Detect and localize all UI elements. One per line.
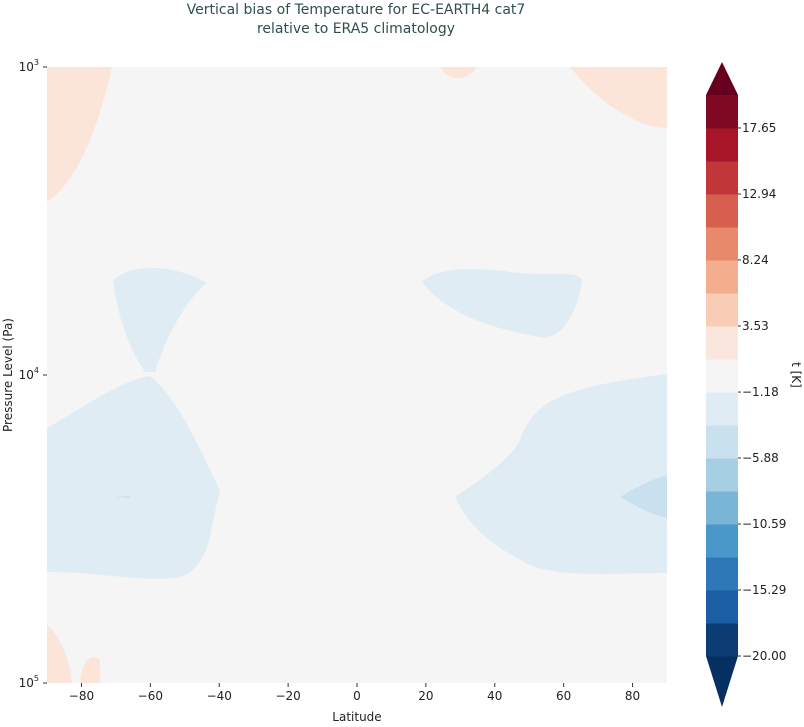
colorbar-tick-label: −10.59 <box>742 517 786 531</box>
contour-cooler-right-patch <box>620 475 667 518</box>
colorbar-tick-label: −20.00 <box>742 649 786 663</box>
colorbar-tick-label: −1.18 <box>742 385 779 399</box>
x-tick-label: −20 <box>275 689 300 703</box>
contour-warm-bottom-left <box>47 625 72 683</box>
x-tick-label: −60 <box>138 689 163 703</box>
y-tick-label: 105 <box>19 674 39 690</box>
colorbar-bin <box>706 260 738 294</box>
chart-title-line1: Vertical bias of Temperature for EC-EART… <box>187 2 526 18</box>
colorbar-bin <box>706 359 738 393</box>
x-axis: −80 −60 −40 −20 0 20 40 60 80 <box>69 683 640 703</box>
contour-warm-top-right <box>570 67 667 128</box>
y-tick-base: 10 <box>19 368 34 382</box>
colorbar-bin <box>706 590 738 624</box>
y-tick-label: 103 <box>19 58 39 74</box>
colorbar-bin <box>706 128 738 162</box>
y-tick-exponent: 4 <box>34 366 39 375</box>
x-tick-label: −80 <box>69 689 94 703</box>
colorbar-tick-label: 12.94 <box>742 187 776 201</box>
colorbar: −20.00 −15.29 −10.59 −5.88 −1.18 3.53 8.24 12.9… <box>706 62 786 707</box>
contour-cooler-left-sliver <box>114 496 130 498</box>
colorbar-bin <box>706 557 738 591</box>
colorbar-bin <box>706 458 738 492</box>
contour-warm-bottom-left-small <box>80 657 100 683</box>
contour-cool-upper-left <box>113 268 207 372</box>
colorbar-bin <box>706 491 738 525</box>
colorbar-bin <box>706 194 738 228</box>
y-tick-exponent: 5 <box>34 674 39 683</box>
contour-cool-lower-right <box>455 374 667 574</box>
colorbar-bin <box>706 227 738 261</box>
chart-title-line2: relative to ERA5 climatology <box>257 21 455 37</box>
colorbar-bin <box>706 425 738 459</box>
colorbar-tick-label: 8.24 <box>742 253 769 267</box>
plot-background <box>47 67 667 683</box>
x-tick-label: 40 <box>487 689 502 703</box>
colorbar-label: t [K] <box>789 362 803 388</box>
y-tick-exponent: 3 <box>34 58 39 67</box>
colorbar-tick-label: −5.88 <box>742 451 779 465</box>
colorbar-tick-label: 17.65 <box>742 121 776 135</box>
contour-warm-top-left <box>47 67 112 202</box>
colorbar-bin <box>706 95 738 129</box>
x-tick-label: 60 <box>556 689 571 703</box>
colorbar-extend-max <box>706 62 738 95</box>
colorbar-extend-min <box>706 656 738 707</box>
contour-cool-upper-right <box>422 269 582 338</box>
y-tick-label: 104 <box>19 366 39 382</box>
colorbar-bin <box>706 161 738 195</box>
contour-cool-lower-left <box>47 376 220 579</box>
colorbar-tick-label: −15.29 <box>742 583 786 597</box>
colorbar-tick-label: 3.53 <box>742 319 769 333</box>
y-axis-label: Pressure Level (Pa) <box>1 318 15 432</box>
y-tick-base: 10 <box>19 60 34 74</box>
y-tick-base: 10 <box>19 676 34 690</box>
x-tick-label: 0 <box>353 689 361 703</box>
x-axis-label: Latitude <box>332 710 381 723</box>
x-tick-label: 80 <box>625 689 640 703</box>
colorbar-bin <box>706 326 738 360</box>
contour-warm-top-center <box>440 67 477 78</box>
x-tick-label: 20 <box>418 689 433 703</box>
colorbar-bin <box>706 524 738 558</box>
colorbar-bin <box>706 623 738 657</box>
x-tick-label: −40 <box>207 689 232 703</box>
colorbar-bin <box>706 293 738 327</box>
plot-area <box>47 67 667 683</box>
colorbar-bin <box>706 392 738 426</box>
